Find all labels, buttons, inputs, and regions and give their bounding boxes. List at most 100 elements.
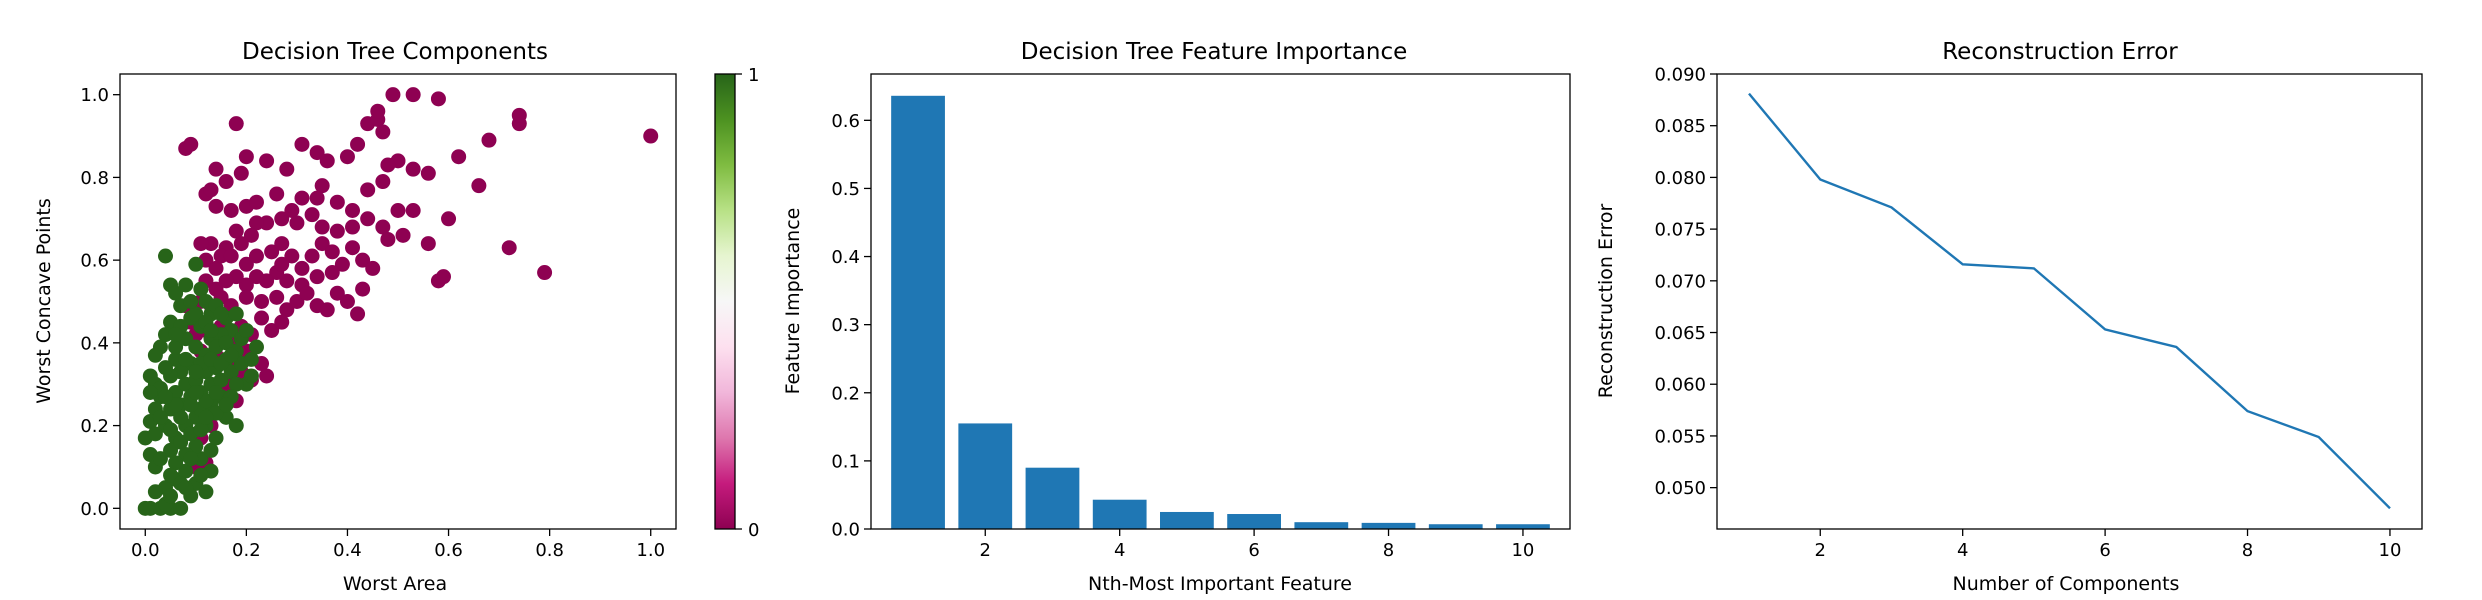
scatter-point-class0-37 bbox=[294, 190, 310, 206]
scatter-point-class1-117 bbox=[218, 397, 234, 413]
scatter-point-class0-84 bbox=[248, 269, 264, 285]
scatter-point-class1-131 bbox=[203, 322, 219, 338]
scatter-point-class1-121 bbox=[152, 409, 168, 425]
line-y-tick-label-8: 0.090 bbox=[1654, 65, 1706, 86]
scatter-point-class1-95 bbox=[142, 385, 158, 400]
scatter-x-tick-label-4: 0.8 bbox=[535, 540, 564, 561]
scatter-point-class0-19 bbox=[380, 157, 396, 173]
bar-y-tick-label-3: 0.3 bbox=[831, 315, 860, 336]
scatter-point-class0-51 bbox=[289, 215, 305, 231]
scatter-point-class0-17 bbox=[405, 161, 421, 177]
scatter-y-tick-label-4: 0.8 bbox=[80, 168, 109, 189]
scatter-point-class0-13 bbox=[511, 107, 527, 123]
scatter-point-class0-40 bbox=[345, 203, 361, 218]
scatter-point-class0-68 bbox=[274, 236, 290, 252]
scatter-point-class0-61 bbox=[208, 260, 224, 276]
line-y-label: Reconstruction Error bbox=[1595, 204, 1617, 399]
scatter-chart: Decision Tree Components 0.0 0.2 0.4 0.6 0.8… bbox=[33, 39, 759, 595]
scatter-point-class1-60 bbox=[223, 364, 239, 380]
scatter-point-class0-24 bbox=[259, 153, 275, 169]
scatter-point-class0-32 bbox=[223, 203, 239, 218]
scatter-point-class1-118 bbox=[228, 418, 244, 434]
scatter-point-class1-103 bbox=[248, 339, 264, 355]
scatter-point-class0-95 bbox=[254, 294, 270, 309]
scatter-point-class1-126 bbox=[183, 451, 199, 467]
scatter-point-class1-40 bbox=[203, 442, 219, 458]
scatter-point-class0-31 bbox=[208, 198, 224, 214]
bar-y-ticks: 0.0 0.1 0.2 0.3 0.4 0.5 0.6 bbox=[831, 111, 871, 541]
bar-1 bbox=[891, 95, 945, 529]
scatter-point-class0-142 bbox=[274, 256, 290, 272]
colorbar-max-label: 1 bbox=[748, 65, 759, 86]
scatter-point-class0-50 bbox=[304, 207, 320, 223]
scatter-point-class0-16 bbox=[420, 165, 436, 181]
scatter-point-class0-78 bbox=[324, 265, 340, 281]
scatter-point-class1-120 bbox=[163, 422, 179, 438]
scatter-point-class0-9 bbox=[405, 87, 421, 103]
scatter-y-tick-label-3: 0.6 bbox=[80, 251, 109, 272]
scatter-point-class0-134 bbox=[420, 236, 436, 252]
scatter-point-class0-27 bbox=[218, 174, 234, 190]
scatter-point-class0-47 bbox=[345, 219, 361, 235]
scatter-point-class0-87 bbox=[218, 273, 234, 289]
bar-plot-area bbox=[891, 95, 1550, 529]
scatter-point-class0-7 bbox=[375, 124, 391, 140]
scatter-point-class0-36 bbox=[284, 203, 300, 218]
scatter-point-class0-65 bbox=[238, 256, 254, 272]
scatter-point-class0-106 bbox=[254, 310, 270, 326]
scatter-point-class1-104 bbox=[243, 368, 259, 384]
scatter-point-class0-132 bbox=[370, 103, 386, 119]
scatter-point-class1-88 bbox=[163, 467, 179, 483]
scatter-point-class0-138 bbox=[537, 265, 553, 281]
bar-6 bbox=[1227, 514, 1281, 529]
bar-title: Decision Tree Feature Importance bbox=[1021, 39, 1408, 65]
scatter-point-class0-72 bbox=[314, 236, 330, 252]
scatter-point-class0-56 bbox=[228, 223, 244, 239]
line-y-tick-label-2: 0.060 bbox=[1654, 375, 1706, 396]
bar-x-tick-label-4: 10 bbox=[1511, 540, 1534, 561]
scatter-point-class0-96 bbox=[269, 289, 285, 305]
scatter-point-class0-15 bbox=[451, 149, 467, 165]
scatter-title: Decision Tree Components bbox=[242, 39, 548, 65]
scatter-point-class0-48 bbox=[329, 223, 345, 239]
scatter-point-class0-54 bbox=[248, 215, 264, 231]
scatter-point-class1-111 bbox=[223, 347, 239, 363]
bar-10 bbox=[1496, 524, 1550, 529]
scatter-point-class0-108 bbox=[274, 314, 290, 330]
scatter-point-class0-98 bbox=[289, 294, 305, 309]
scatter-point-class1-122 bbox=[168, 397, 184, 413]
scatter-point-class0-55 bbox=[243, 227, 259, 243]
scatter-point-class1-36 bbox=[178, 463, 194, 479]
bar-x-label: Nth-Most Important Feature bbox=[1088, 573, 1352, 595]
scatter-point-class0-141 bbox=[380, 231, 396, 247]
line-x-label: Number of Components bbox=[1953, 573, 2180, 595]
scatter-point-class0-14 bbox=[643, 128, 659, 144]
scatter-point-class1-80 bbox=[228, 376, 244, 392]
bar-y-tick-label-6: 0.6 bbox=[831, 111, 860, 132]
scatter-point-class0-139 bbox=[471, 178, 487, 194]
scatter-point-class0-22 bbox=[319, 153, 335, 169]
line-y-tick-label-5: 0.075 bbox=[1654, 220, 1706, 241]
scatter-point-class0-10 bbox=[430, 91, 446, 107]
scatter-point-class1-89 bbox=[173, 434, 189, 450]
scatter-point-class1-41 bbox=[208, 430, 224, 446]
scatter-point-class1-107 bbox=[168, 327, 184, 343]
scatter-x-label: Worst Area bbox=[343, 573, 447, 595]
scatter-point-class1-130 bbox=[188, 364, 204, 380]
line-y-tick-label-3: 0.065 bbox=[1654, 323, 1706, 344]
scatter-y-tick-label-0: 0.0 bbox=[80, 499, 109, 520]
scatter-point-class1-113 bbox=[183, 397, 199, 413]
scatter-point-class0-23 bbox=[279, 161, 295, 177]
scatter-y-ticks: 0.0 0.2 0.4 0.6 0.8 1.0 bbox=[80, 85, 120, 520]
colorbar-min-label: 0 bbox=[748, 520, 759, 541]
scatter-point-class1-64 bbox=[243, 351, 259, 367]
scatter-point-class1-91 bbox=[193, 422, 209, 438]
scatter-point-class0-75 bbox=[345, 240, 361, 256]
scatter-point-class1-4 bbox=[188, 256, 204, 272]
scatter-point-class0-81 bbox=[279, 273, 295, 289]
bar-9 bbox=[1428, 524, 1483, 529]
scatter-point-class0-34 bbox=[248, 194, 264, 210]
scatter-x-tick-label-5: 1.0 bbox=[636, 540, 665, 561]
bar-x-ticks: 2 4 6 8 10 bbox=[980, 529, 1534, 561]
scatter-point-class1-119 bbox=[173, 409, 189, 425]
